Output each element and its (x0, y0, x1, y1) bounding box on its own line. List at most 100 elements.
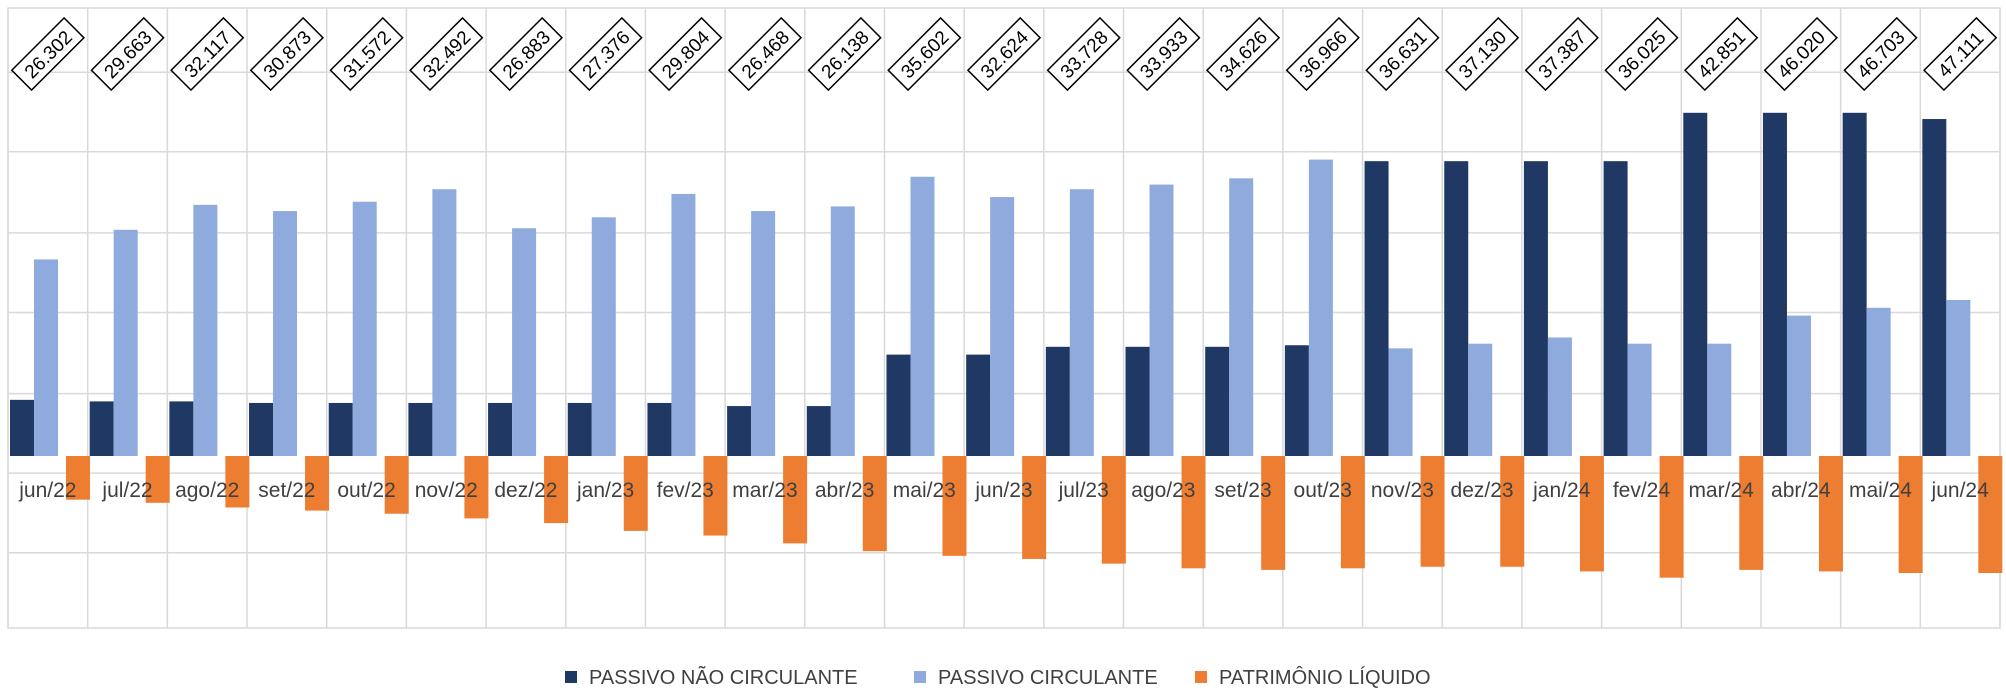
total-label-group: 26.302 (10, 16, 85, 92)
plot-area-border (7, 7, 2001, 629)
bar-passivo-não-circulante-jun-23 (966, 354, 991, 456)
total-label-box (1205, 16, 1281, 92)
bar-passivo-circulante-set-22 (273, 211, 298, 456)
bar-patrimônio-líquido-mai-23 (942, 456, 967, 556)
bar-passivo-não-circulante-jul-23 (1045, 346, 1070, 456)
x-tick-label: mar/23 (732, 479, 797, 502)
bar-patrimônio-líquido-dez-22 (544, 456, 569, 524)
x-tick-label: abr/24 (1771, 479, 1831, 502)
bar-passivo-não-circulante-nov-23 (1364, 161, 1389, 456)
total-label-box (488, 16, 564, 92)
bar-passivo-circulante-set-23 (1229, 178, 1254, 456)
total-label-box (1843, 16, 1918, 92)
legend-swatch (1195, 671, 1207, 683)
total-label-box (1365, 16, 1440, 92)
x-tick-label: mai/23 (893, 479, 956, 502)
bar-passivo-não-circulante-ago-22 (169, 401, 194, 456)
legend-swatch (914, 671, 926, 683)
bar-passivo-circulante-jul-22 (113, 229, 138, 456)
bar-passivo-não-circulante-mar-24 (1683, 112, 1708, 457)
total-label-group: 37.387 (1524, 16, 1599, 92)
x-tick-label: fev/24 (1613, 479, 1671, 502)
total-label-box (1285, 16, 1360, 92)
total-label-box (807, 16, 882, 92)
bar-passivo-circulante-abr-23 (830, 206, 855, 456)
total-label-box (249, 16, 325, 92)
bar-passivo-circulante-mai-24 (1866, 307, 1891, 456)
bar-passivo-circulante-mar-23 (751, 211, 776, 456)
bar-passivo-não-circulante-nov-22 (408, 402, 433, 456)
x-axis-labels: jun/22 jul/22 ago/22 set/22 out/22 nov/22 dez/… (18, 479, 1989, 502)
total-label-group: 31.572 (329, 16, 404, 92)
x-tick-label: ago/22 (175, 479, 239, 502)
bar-passivo-não-circulante-ago-23 (1125, 346, 1150, 456)
total-label-group: 26.883 (488, 16, 564, 92)
x-tick-label: ago/23 (1131, 479, 1195, 502)
bar-passivo-circulante-abr-24 (1786, 315, 1811, 456)
bar-passivo-circulante-jun-22 (34, 259, 58, 456)
bar-passivo-circulante-nov-22 (432, 189, 457, 457)
total-label-group: 33.728 (1046, 16, 1121, 92)
x-tick-label: jan/24 (1532, 479, 1591, 502)
bar-passivo-circulante-jun-24 (1946, 300, 1971, 456)
bar-passivo-circulante-nov-23 (1388, 348, 1413, 456)
x-tick-label: jun/24 (1931, 479, 1990, 502)
x-tick-label: jan/23 (576, 479, 634, 502)
bar-patrimônio-líquido-set-22 (305, 456, 330, 511)
bar-patrimônio-líquido-dez-23 (1500, 456, 1525, 567)
x-tick-label: dez/23 (1451, 479, 1514, 502)
x-tick-label: jul/23 (1058, 479, 1109, 502)
bar-passivo-circulante-dez-23 (1468, 343, 1493, 456)
x-tick-label: out/23 (1294, 479, 1352, 502)
total-label-group: 32.492 (409, 16, 484, 92)
total-label-box (1524, 16, 1599, 92)
x-tick-label: nov/22 (415, 479, 478, 502)
bar-patrimônio-líquido-fev-24 (1659, 456, 1684, 578)
x-tick-label: fev/23 (657, 479, 714, 502)
bar-patrimônio-líquido-mar-23 (783, 456, 808, 544)
bar-patrimônio-líquido-out-23 (1340, 456, 1365, 569)
bars (10, 112, 2003, 578)
bar-passivo-circulante-out-22 (352, 201, 377, 456)
total-label-box (10, 16, 85, 92)
bar-passivo-circulante-dez-22 (512, 228, 537, 456)
x-tick-label: dez/22 (494, 479, 557, 502)
bar-patrimônio-líquido-fev-23 (703, 456, 728, 536)
x-tick-label: abr/23 (815, 479, 875, 502)
bar-patrimônio-líquido-set-23 (1261, 456, 1286, 570)
total-label-box (409, 16, 484, 92)
total-label-box (568, 16, 643, 92)
total-label-group: 36.631 (1365, 16, 1440, 92)
bar-passivo-circulante-fev-24 (1627, 343, 1652, 456)
bar-passivo-circulante-jul-23 (1069, 189, 1094, 457)
bar-passivo-circulante-mai-23 (910, 176, 935, 456)
bar-passivo-não-circulante-fev-24 (1603, 161, 1628, 456)
bar-passivo-circulante-out-23 (1308, 159, 1333, 456)
total-label-group: 29.804 (648, 16, 723, 92)
bar-passivo-circulante-jan-23 (591, 217, 616, 456)
total-label-box (966, 16, 1042, 92)
total-label-box (1604, 16, 1679, 92)
bar-passivo-não-circulante-fev-23 (647, 402, 672, 456)
bar-passivo-circulante-jun-23 (990, 197, 1015, 457)
bar-passivo-não-circulante-jun-24 (1922, 119, 1947, 456)
bar-passivo-não-circulante-abr-24 (1762, 112, 1787, 457)
total-label-group: 46.703 (1843, 16, 1918, 92)
bar-passivo-não-circulante-out-22 (328, 402, 353, 456)
x-tick-label: mai/24 (1849, 479, 1912, 502)
bar-patrimônio-líquido-jul-22 (145, 456, 170, 503)
total-label-group: 47.111 (1923, 16, 1998, 92)
total-label-group: 26.138 (807, 16, 882, 92)
total-label-group: 37.130 (1444, 16, 1520, 92)
total-label-box (1046, 16, 1121, 92)
x-tick-label: jul/22 (101, 479, 152, 502)
total-label-box (727, 16, 803, 92)
total-label-group: 34.626 (1205, 16, 1281, 92)
x-tick-label: out/22 (337, 479, 395, 502)
bar-patrimônio-líquido-ago-23 (1181, 456, 1206, 569)
bar-patrimônio-líquido-jun-23 (1022, 456, 1047, 559)
bar-patrimônio-líquido-ago-22 (225, 456, 250, 508)
bar-patrimônio-líquido-jan-23 (623, 456, 648, 531)
bar-passivo-não-circulante-jan-24 (1523, 161, 1548, 456)
